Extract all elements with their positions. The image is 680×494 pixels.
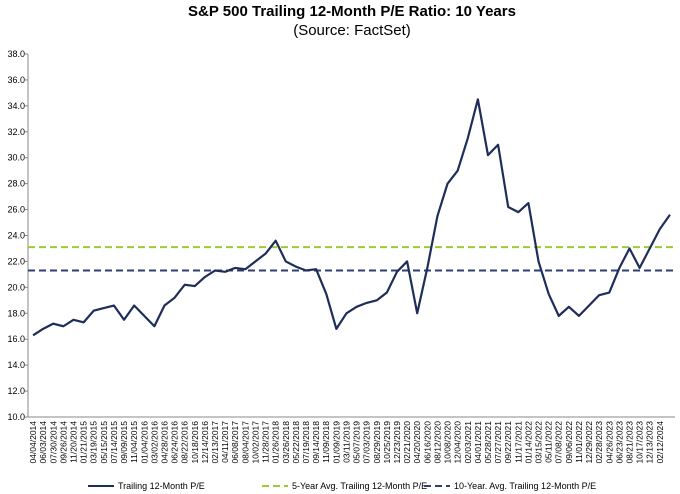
x-tick-label: 08/04/2017 xyxy=(240,421,250,464)
x-tick-label: 05/15/2015 xyxy=(99,421,109,464)
legend-label: Trailing 12-Month P/E xyxy=(118,481,205,491)
x-tick-label: 03/26/2018 xyxy=(281,421,291,464)
x-tick-label: 08/22/2016 xyxy=(180,421,190,464)
y-tick-label: 12.0 xyxy=(7,386,25,396)
x-tick-label: 03/02/2016 xyxy=(149,421,159,464)
x-tick-label: 07/27/2021 xyxy=(493,421,503,464)
x-tick-label: 01/21/2015 xyxy=(79,421,89,464)
y-tick-label: 32.0 xyxy=(7,127,25,137)
x-tick-label: 04/28/2016 xyxy=(159,421,169,464)
x-tick-label: 09/14/2018 xyxy=(311,421,321,464)
x-tick-label: 11/20/2014 xyxy=(68,421,78,463)
y-tick-label: 16.0 xyxy=(7,334,25,344)
x-tick-label: 10/18/2016 xyxy=(190,421,200,464)
x-tick-label: 08/21/2023 xyxy=(625,421,635,464)
x-tick-label: 12/14/2016 xyxy=(200,421,210,464)
x-tick-label: 10/02/2017 xyxy=(250,421,260,464)
x-tick-label: 08/29/2019 xyxy=(372,421,382,464)
x-tick-label: 09/22/2021 xyxy=(503,421,513,464)
x-tick-label: 12/23/2019 xyxy=(392,421,402,464)
y-tick-label: 14.0 xyxy=(7,360,25,370)
y-tick-label: 30.0 xyxy=(7,153,25,163)
x-tick-label: 06/16/2020 xyxy=(422,421,432,464)
x-tick-label: 10/17/2023 xyxy=(635,421,645,464)
y-tick-label: 38.0 xyxy=(7,49,25,59)
series-line xyxy=(32,98,671,337)
x-tick-label: 12/04/2020 xyxy=(453,421,463,464)
x-tick-label: 09/09/2015 xyxy=(119,421,129,464)
y-tick-label: 34.0 xyxy=(7,101,25,111)
x-tick-label: 03/15/2022 xyxy=(534,421,544,464)
x-tick-label: 06/24/2016 xyxy=(170,421,180,464)
x-tick-label: 12/29/2022 xyxy=(584,421,594,464)
x-tick-label: 11/01/2022 xyxy=(574,421,584,463)
y-tick-label: 10.0 xyxy=(7,412,25,422)
x-tick-label: 07/30/2014 xyxy=(48,421,58,464)
x-tick-label: 05/07/2019 xyxy=(352,421,362,464)
x-tick-label: 07/03/2019 xyxy=(362,421,372,464)
x-tick-label: 11/28/2017 xyxy=(261,421,271,463)
y-tick-label: 26.0 xyxy=(7,205,25,215)
chart-title: S&P 500 Trailing 12-Month P/E Ratio: 10 … xyxy=(188,3,516,20)
x-tick-label: 07/19/2018 xyxy=(301,421,311,464)
x-tick-label: 06/03/2014 xyxy=(38,421,48,464)
x-tick-label: 09/26/2014 xyxy=(58,421,68,464)
x-tick-label: 04/20/2020 xyxy=(412,421,422,464)
y-tick-label: 20.0 xyxy=(7,282,25,292)
y-tick-label: 22.0 xyxy=(7,256,25,266)
x-tick-label: 01/09/2019 xyxy=(331,421,341,464)
x-tick-label: 07/14/2015 xyxy=(109,421,119,464)
x-tick-label: 04/04/2014 xyxy=(28,421,38,464)
x-tick-label: 02/28/2023 xyxy=(594,421,604,464)
legend-label: 5-Year Avg. Trailing 12-Month P/E xyxy=(292,481,427,491)
x-tick-label: 02/12/2024 xyxy=(655,421,665,464)
legend-label: 10-Year. Avg. Trailing 12-Month P/E xyxy=(454,481,596,491)
x-tick-label: 10/08/2020 xyxy=(443,421,453,464)
x-tick-label: 06/23/2023 xyxy=(614,421,624,464)
x-tick-label: 02/03/2021 xyxy=(463,421,473,464)
x-tick-label: 03/19/2015 xyxy=(89,421,99,464)
x-tick-label: 05/28/2021 xyxy=(483,421,493,464)
x-tick-label: 04/01/2021 xyxy=(473,421,483,464)
x-tick-label: 04/11/2017 xyxy=(220,421,230,463)
x-tick-label: 01/14/2022 xyxy=(523,421,533,464)
x-tick-label: 01/26/2018 xyxy=(271,421,281,464)
y-tick-label: 24.0 xyxy=(7,231,25,241)
x-tick-label: 08/12/2020 xyxy=(432,421,442,464)
x-tick-label: 02/21/2020 xyxy=(402,421,412,464)
x-tick-label: 11/04/2015 xyxy=(129,421,139,463)
x-tick-label: 07/08/2022 xyxy=(554,421,564,464)
x-tick-label: 05/11/2022 xyxy=(544,421,554,463)
x-tick-label: 05/22/2018 xyxy=(291,421,301,464)
x-tick-label: 12/13/2023 xyxy=(645,421,655,464)
x-tick-label: 01/04/2016 xyxy=(139,421,149,464)
y-tick-label: 36.0 xyxy=(7,75,25,85)
x-tick-label: 10/25/2019 xyxy=(382,421,392,464)
x-tick-label: 03/11/2019 xyxy=(341,421,351,463)
y-tick-label: 18.0 xyxy=(7,308,25,318)
x-tick-label: 11/09/2018 xyxy=(321,421,331,463)
chart-subtitle: (Source: FactSet) xyxy=(293,22,411,39)
y-tick-label: 28.0 xyxy=(7,179,25,189)
x-tick-label: 11/17/2021 xyxy=(513,421,523,463)
x-tick-label: 09/06/2022 xyxy=(564,421,574,464)
x-tick-label: 06/08/2017 xyxy=(230,421,240,464)
x-tick-label: 04/26/2023 xyxy=(604,421,614,464)
x-tick-label: 02/13/2017 xyxy=(210,421,220,464)
